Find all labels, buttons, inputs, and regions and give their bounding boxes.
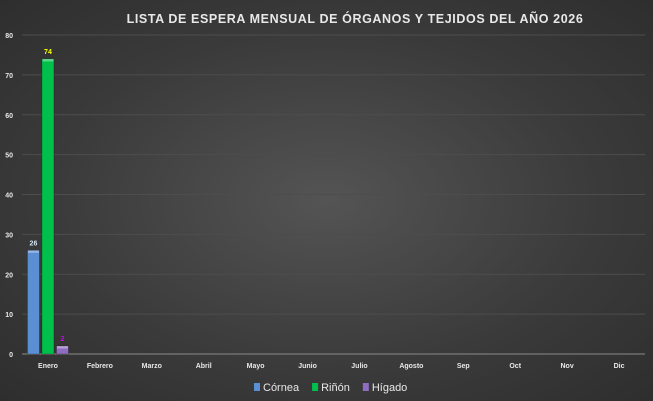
bar-córnea <box>27 250 40 355</box>
y-tick-label: 70 <box>5 73 13 80</box>
x-tick-label: Enero <box>38 363 58 370</box>
y-tick-label: 20 <box>5 272 13 279</box>
x-tick-label: Nov <box>561 363 574 370</box>
bar-highlight <box>42 58 54 62</box>
legend-swatch <box>254 383 260 391</box>
y-tick-label: 40 <box>5 193 13 200</box>
bar-highlight <box>27 250 39 253</box>
x-tick-label: Junio <box>298 363 317 370</box>
bar-hígado <box>56 345 69 355</box>
x-tick-label: Abril <box>196 363 212 370</box>
legend-item: Córnea <box>254 382 300 394</box>
data-label: 26 <box>30 240 38 247</box>
x-tick-label: Mayo <box>247 363 265 370</box>
y-tick-label: 50 <box>5 153 13 160</box>
data-label: 74 <box>44 49 52 56</box>
legend-label: Riñón <box>321 382 350 394</box>
legend-swatch <box>312 383 319 391</box>
data-label: 2 <box>61 336 65 343</box>
legend-item: Riñón <box>312 382 350 394</box>
legend-label: Hígado <box>372 382 407 394</box>
bar-riñón <box>41 58 55 355</box>
y-tick-label: 60 <box>5 113 13 120</box>
y-tick-label: 0 <box>9 352 13 359</box>
y-tick-label: 80 <box>5 33 13 40</box>
y-tick-label: 30 <box>5 232 13 239</box>
x-tick-label: Marzo <box>142 363 162 370</box>
y-tick-label: 10 <box>5 312 13 319</box>
bar-highlight <box>56 346 68 349</box>
legend-label: Córnea <box>263 382 300 394</box>
x-tick-label: Febrero <box>87 363 113 370</box>
x-tick-label: Dic <box>614 363 625 370</box>
x-tick-label: Julio <box>351 363 367 370</box>
chart-title: LISTA DE ESPERA MENSUAL DE ÓRGANOS Y TEJ… <box>127 11 584 26</box>
x-tick-label: Oct <box>509 363 521 370</box>
legend-item: Hígado <box>362 382 407 394</box>
legend-swatch <box>362 383 369 391</box>
x-tick-label: Agosto <box>399 363 423 370</box>
x-tick-label: Sep <box>457 363 470 370</box>
